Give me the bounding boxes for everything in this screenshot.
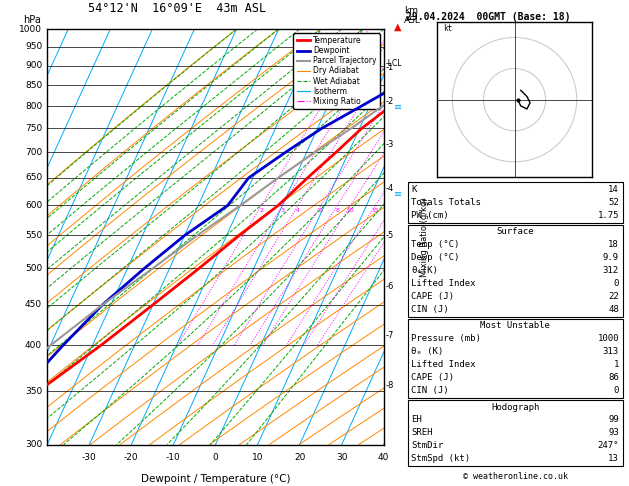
Text: 54°12'N  16°09'E  43m ASL: 54°12'N 16°09'E 43m ASL — [87, 1, 265, 15]
Text: 500: 500 — [25, 264, 42, 273]
Text: K: K — [411, 185, 417, 194]
Text: -6: -6 — [386, 281, 394, 291]
Text: kt: kt — [443, 24, 452, 33]
Text: StmSpd (kt): StmSpd (kt) — [411, 454, 470, 463]
Text: 550: 550 — [25, 231, 42, 240]
Text: 312: 312 — [603, 266, 619, 275]
Text: 20: 20 — [294, 453, 305, 462]
Text: 700: 700 — [25, 148, 42, 157]
Text: Hodograph: Hodograph — [491, 402, 539, 412]
Text: 900: 900 — [25, 61, 42, 70]
Text: Mixing Ratio (g/kg): Mixing Ratio (g/kg) — [420, 197, 428, 277]
Text: -20: -20 — [124, 453, 138, 462]
Text: 0: 0 — [213, 453, 218, 462]
Text: 93: 93 — [608, 428, 619, 437]
Text: 13: 13 — [608, 454, 619, 463]
Text: Most Unstable: Most Unstable — [480, 321, 550, 330]
Text: -8: -8 — [386, 381, 394, 390]
Text: 650: 650 — [25, 174, 42, 182]
Text: 750: 750 — [25, 124, 42, 133]
Text: 3: 3 — [281, 208, 284, 212]
Text: 450: 450 — [25, 300, 42, 309]
Text: Pressure (mb): Pressure (mb) — [411, 334, 481, 343]
Text: Totals Totals: Totals Totals — [411, 198, 481, 207]
Text: 350: 350 — [25, 387, 42, 396]
Text: 8: 8 — [335, 208, 339, 212]
Text: Surface: Surface — [496, 227, 534, 236]
Text: 10: 10 — [252, 453, 264, 462]
Text: 1.75: 1.75 — [598, 210, 619, 220]
Text: 1000: 1000 — [19, 25, 42, 34]
Text: θₑ (K): θₑ (K) — [411, 347, 443, 356]
Text: 300: 300 — [25, 440, 42, 449]
Text: -10: -10 — [166, 453, 181, 462]
Text: 40: 40 — [378, 453, 389, 462]
Text: 22: 22 — [608, 292, 619, 301]
Text: -7: -7 — [386, 330, 394, 340]
Text: CAPE (J): CAPE (J) — [411, 373, 454, 382]
Text: hPa: hPa — [24, 15, 42, 25]
Text: -3: -3 — [386, 140, 394, 149]
Text: 14: 14 — [608, 185, 619, 194]
Text: © weatheronline.co.uk: © weatheronline.co.uk — [463, 472, 567, 481]
Text: 850: 850 — [25, 81, 42, 90]
Text: Dewp (°C): Dewp (°C) — [411, 253, 460, 262]
Text: 29.04.2024  00GMT (Base: 18): 29.04.2024 00GMT (Base: 18) — [406, 12, 571, 22]
Text: -1: -1 — [386, 63, 394, 72]
Text: 600: 600 — [25, 201, 42, 210]
Text: EH: EH — [411, 416, 422, 424]
Text: StmDir: StmDir — [411, 441, 443, 450]
Text: 30: 30 — [336, 453, 347, 462]
Text: 48: 48 — [608, 305, 619, 313]
Legend: Temperature, Dewpoint, Parcel Trajectory, Dry Adiabat, Wet Adiabat, Isotherm, Mi: Temperature, Dewpoint, Parcel Trajectory… — [294, 33, 380, 109]
Text: 247°: 247° — [598, 441, 619, 450]
Text: ≡: ≡ — [394, 190, 402, 199]
Text: 400: 400 — [25, 341, 42, 350]
Text: CIN (J): CIN (J) — [411, 386, 449, 395]
Text: -LCL: -LCL — [386, 59, 402, 68]
Text: 52: 52 — [608, 198, 619, 207]
Text: -4: -4 — [386, 184, 394, 193]
Text: CIN (J): CIN (J) — [411, 305, 449, 313]
Text: 950: 950 — [25, 42, 42, 52]
Text: 1000: 1000 — [598, 334, 619, 343]
Text: 4: 4 — [296, 208, 300, 212]
Text: 800: 800 — [25, 102, 42, 111]
Text: Lifted Index: Lifted Index — [411, 360, 476, 369]
Text: θₑ(K): θₑ(K) — [411, 266, 438, 275]
Text: km
ASL: km ASL — [404, 6, 421, 25]
Text: 15: 15 — [372, 208, 379, 212]
Text: 1: 1 — [613, 360, 619, 369]
Text: 86: 86 — [608, 373, 619, 382]
Text: PW (cm): PW (cm) — [411, 210, 449, 220]
Text: -5: -5 — [386, 231, 394, 240]
Text: 6: 6 — [319, 208, 323, 212]
Text: -2: -2 — [386, 97, 394, 105]
Text: 99: 99 — [608, 416, 619, 424]
Text: 0: 0 — [613, 279, 619, 288]
Text: 10: 10 — [347, 208, 355, 212]
Text: -30: -30 — [82, 453, 97, 462]
Text: Lifted Index: Lifted Index — [411, 279, 476, 288]
Text: Temp (°C): Temp (°C) — [411, 240, 460, 249]
Text: 0: 0 — [613, 386, 619, 395]
Text: 313: 313 — [603, 347, 619, 356]
Text: ≡: ≡ — [394, 102, 402, 112]
Text: 2: 2 — [260, 208, 264, 212]
Text: ▲: ▲ — [394, 22, 402, 32]
Text: CAPE (J): CAPE (J) — [411, 292, 454, 301]
Text: 9.9: 9.9 — [603, 253, 619, 262]
Text: SREH: SREH — [411, 428, 433, 437]
Text: 18: 18 — [608, 240, 619, 249]
Text: Dewpoint / Temperature (°C): Dewpoint / Temperature (°C) — [141, 474, 290, 484]
